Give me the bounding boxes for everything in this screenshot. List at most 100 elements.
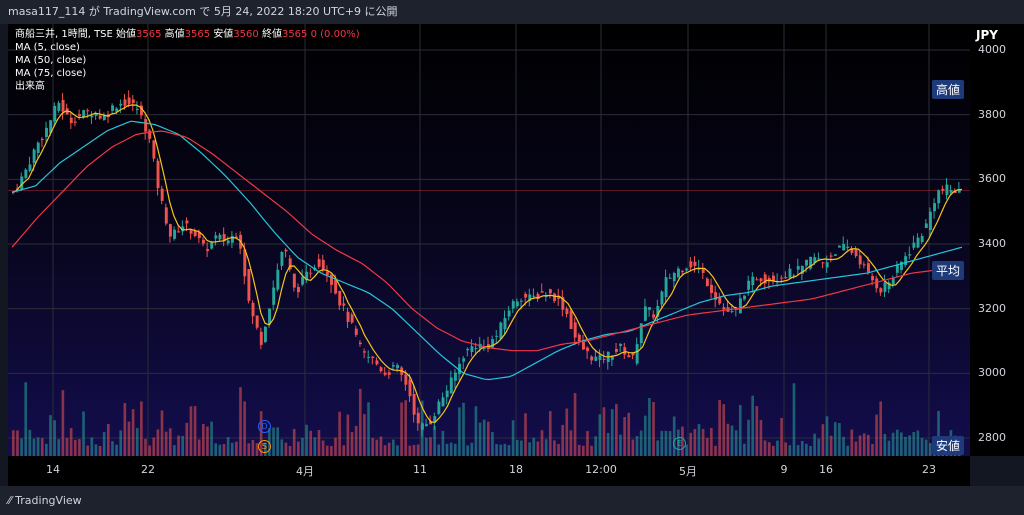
candle-body	[301, 277, 305, 285]
time-axis[interactable]: 14 22 4月 11 18 12:00 5月 9 16 23	[8, 456, 970, 486]
candle-body	[458, 363, 462, 375]
volume-bar	[119, 430, 123, 456]
volume-bar	[470, 442, 474, 456]
candle-body	[685, 268, 689, 271]
volume-bar	[524, 413, 527, 456]
volume-bar	[73, 439, 77, 456]
volume-bar	[127, 421, 131, 456]
candle-body	[540, 291, 544, 293]
volume-bar	[507, 445, 511, 456]
volume-bar	[230, 442, 234, 456]
volume-bar	[65, 437, 69, 456]
volume-bar	[685, 444, 688, 456]
volume-bar	[152, 437, 156, 456]
candle-body	[292, 273, 296, 288]
candle-body	[714, 292, 718, 300]
volume-bar	[627, 412, 631, 456]
volume-bar	[887, 440, 891, 456]
candle-body	[57, 102, 61, 111]
volume-bar	[140, 401, 143, 456]
volume-bar	[937, 410, 940, 456]
candle-body	[317, 259, 321, 267]
volume-bar	[487, 421, 490, 456]
volume-bar	[652, 402, 655, 456]
volume-bar	[78, 439, 81, 456]
candle-body	[887, 282, 891, 290]
candle-body	[924, 223, 928, 228]
candle-body	[738, 298, 742, 314]
candle-body	[429, 420, 433, 425]
candle-body	[297, 286, 300, 293]
candle-body	[210, 241, 214, 249]
candle-body	[189, 230, 193, 234]
candle-body	[173, 229, 177, 239]
volume-bar	[313, 437, 317, 456]
volume-bar	[705, 438, 709, 456]
candle-body	[532, 295, 536, 297]
candle-body	[20, 176, 24, 190]
candle-body	[821, 262, 825, 264]
candle-body	[24, 169, 28, 179]
y-tick-label: 3400	[978, 237, 1006, 250]
candle-body	[751, 276, 755, 286]
volume-bar	[135, 428, 139, 456]
legend-ma5: MA (5, close)	[15, 42, 80, 53]
candle-body	[268, 308, 272, 325]
volume-bar	[197, 439, 201, 456]
volume-bar	[259, 411, 263, 456]
currency-label: JPY	[976, 28, 998, 42]
dividend-marker-icon[interactable]: D	[258, 420, 271, 433]
volume-bar	[536, 441, 540, 456]
candle-body	[284, 249, 288, 252]
candle-body	[763, 274, 767, 284]
volume-bar	[730, 425, 734, 456]
volume-bar	[429, 437, 432, 456]
volume-bar	[98, 445, 102, 456]
volume-bar	[738, 405, 742, 456]
volume-bar	[726, 423, 730, 456]
candle-body	[148, 130, 152, 139]
volume-bar	[251, 440, 255, 456]
volume-bar	[156, 429, 160, 456]
price-chart[interactable]	[8, 24, 970, 456]
legend-ohlc-line: 商船三井, 1時間, TSE 始値3565 高値3565 安値3560 終値35…	[15, 28, 360, 41]
candle-body	[214, 235, 218, 239]
volume-bar	[321, 440, 325, 456]
y-tick-label: 2800	[978, 431, 1006, 444]
candle-body	[681, 271, 685, 273]
tradingview-logo-icon: ⁄⁄ TradingView	[8, 494, 82, 507]
volume-bar	[181, 435, 184, 456]
volume-bar	[168, 428, 172, 456]
split-marker-icon[interactable]: S	[258, 440, 271, 453]
candle-body	[656, 305, 660, 317]
legend-change: 0 (0.00%)	[310, 29, 360, 40]
candle-body	[202, 239, 205, 244]
volume-bar	[598, 414, 602, 456]
volume-bar	[697, 424, 701, 456]
legend-symbol: 商船三井, 1時間, TSE 始値	[15, 29, 137, 40]
candle-body	[453, 372, 457, 381]
candle-body	[945, 184, 949, 196]
candle-body	[619, 343, 623, 346]
price-axis[interactable]: 4000 3800 3600 3400 3200 3000 2800	[970, 24, 1024, 456]
candle-body	[544, 295, 548, 297]
candle-body	[528, 294, 532, 302]
candle-body	[672, 273, 676, 282]
candle-body	[879, 288, 883, 293]
candle-body	[743, 295, 747, 300]
candle-body	[639, 323, 643, 344]
candle-body	[193, 231, 197, 236]
candle-body	[788, 268, 792, 278]
volume-bar	[445, 443, 449, 456]
candle-body	[358, 342, 362, 345]
earnings-marker-icon[interactable]: E	[673, 437, 686, 450]
volume-bar	[383, 445, 387, 456]
x-tick-label: 22	[141, 463, 155, 476]
volume-bar	[557, 443, 560, 456]
candle-body	[850, 248, 854, 253]
candle-body	[553, 293, 557, 301]
volume-bar	[235, 441, 238, 456]
candle-body	[858, 255, 862, 265]
candle-body	[449, 377, 453, 394]
candle-body	[371, 356, 375, 359]
